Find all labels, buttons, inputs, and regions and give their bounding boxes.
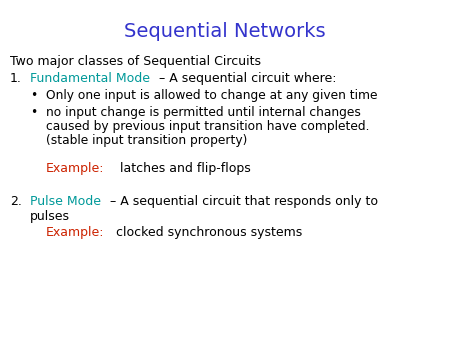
- Text: – A sequential circuit that responds only to: – A sequential circuit that responds onl…: [106, 195, 378, 208]
- Text: •: •: [30, 89, 37, 102]
- Text: latches and flip-flops: latches and flip-flops: [112, 162, 251, 175]
- Text: •: •: [30, 106, 37, 119]
- Text: 1.: 1.: [10, 72, 22, 85]
- Text: Only one input is allowed to change at any given time: Only one input is allowed to change at a…: [46, 89, 378, 102]
- Text: Example:: Example:: [46, 226, 104, 239]
- Text: pulses: pulses: [30, 210, 70, 223]
- Text: Example:: Example:: [46, 162, 104, 175]
- Text: Fundamental Mode: Fundamental Mode: [30, 72, 150, 85]
- Text: caused by previous input transition have completed.: caused by previous input transition have…: [46, 120, 369, 133]
- Text: Sequential Networks: Sequential Networks: [124, 22, 326, 41]
- Text: 2.: 2.: [10, 195, 22, 208]
- Text: – A sequential circuit where:: – A sequential circuit where:: [155, 72, 337, 85]
- Text: no input change is permitted until internal changes: no input change is permitted until inter…: [46, 106, 361, 119]
- Text: clocked synchronous systems: clocked synchronous systems: [112, 226, 302, 239]
- Text: Pulse Mode: Pulse Mode: [30, 195, 101, 208]
- Text: Two major classes of Sequential Circuits: Two major classes of Sequential Circuits: [10, 55, 261, 68]
- Text: (stable input transition property): (stable input transition property): [46, 134, 248, 147]
